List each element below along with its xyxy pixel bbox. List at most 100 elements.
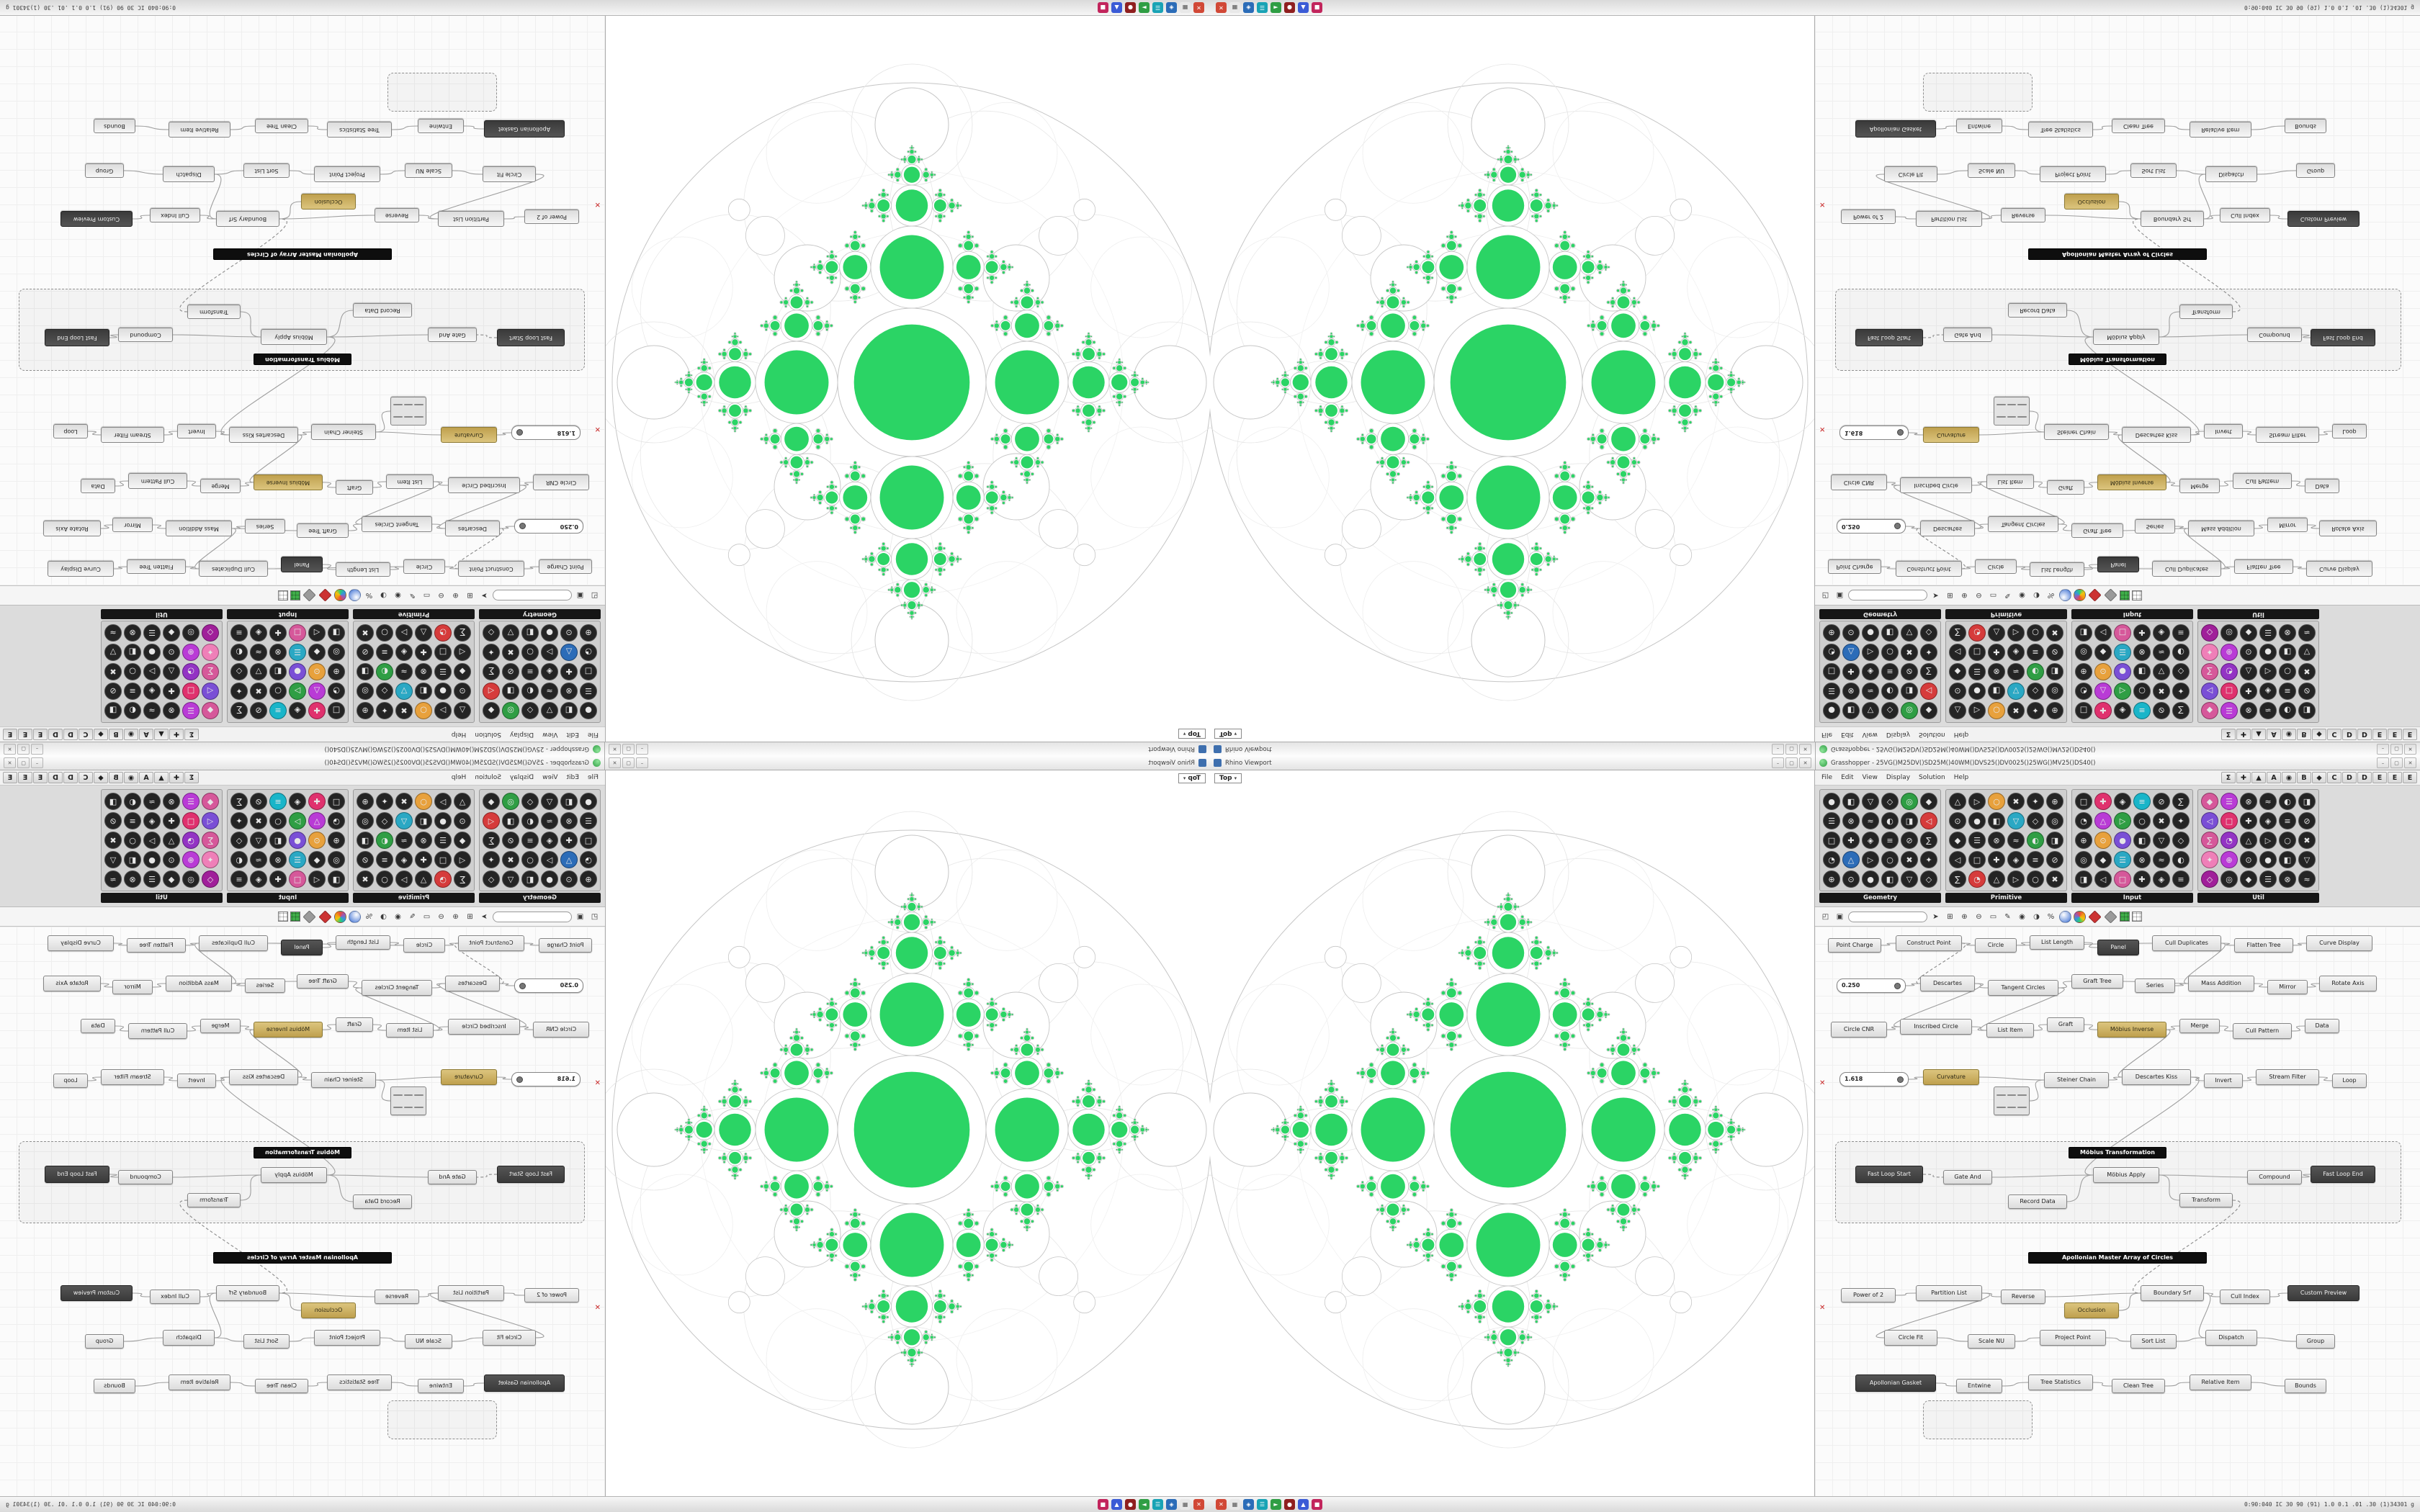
search-input[interactable] (493, 911, 572, 922)
component-icon[interactable]: ○ (124, 663, 141, 680)
component-icon[interactable]: ○ (415, 793, 432, 810)
gh-node[interactable]: Descartes (445, 976, 500, 991)
gh-node[interactable]: Sort List (2130, 1334, 2177, 1349)
gh-node[interactable]: Curve Display (2306, 561, 2372, 577)
component-icon[interactable]: ◨ (2046, 663, 2063, 680)
component-icon[interactable]: ◐ (230, 851, 248, 868)
canvas-grid-green-icon[interactable] (2120, 912, 2130, 922)
component-icon[interactable]: ◇ (202, 870, 219, 888)
menu-solution[interactable]: Solution (1919, 774, 1945, 781)
taskbar-app-green-icon[interactable]: ► (1270, 1499, 1281, 1510)
component-icon[interactable]: ● (1968, 812, 1986, 829)
component-icon[interactable]: □ (580, 663, 597, 680)
gh-node[interactable]: Apollonian Gasket (484, 1374, 565, 1392)
component-icon[interactable]: ≡ (376, 644, 393, 661)
component-icon[interactable]: ◈ (2259, 683, 2277, 700)
component-icon[interactable]: ▷ (541, 851, 558, 868)
gh-node[interactable]: Apollonian Gasket (1855, 120, 1936, 138)
component-icon[interactable]: ▽ (1901, 624, 1918, 642)
component-icon[interactable]: ✦ (230, 812, 248, 829)
gh-node[interactable]: Data (2305, 479, 2339, 493)
gh-node[interactable]: Compound (2247, 328, 2302, 342)
component-icon[interactable]: ✖ (357, 870, 374, 888)
component-icon[interactable]: ☰ (434, 832, 452, 849)
component-icon[interactable]: ⊕ (357, 793, 374, 810)
zoom-in-icon[interactable]: ⊕ (452, 912, 459, 921)
rendered-preview-icon[interactable] (2074, 589, 2086, 602)
component-icon[interactable]: ◧ (560, 793, 578, 810)
rendered-preview-icon[interactable] (334, 589, 346, 602)
component-icon[interactable]: ✖ (1901, 851, 1918, 868)
gh-node[interactable]: Point Charge (1828, 559, 1881, 574)
component-icon[interactable]: ⊗ (560, 812, 578, 829)
taskbar-app-indigo-icon[interactable]: ▲ (1298, 2, 1309, 13)
component-icon[interactable]: ▽ (250, 663, 267, 680)
gh-node[interactable]: Series (2135, 978, 2175, 993)
open-file-icon[interactable]: ◰ (1821, 591, 1829, 600)
component-icon[interactable]: ◨ (502, 812, 519, 829)
component-icon[interactable]: ✦ (2172, 683, 2190, 700)
component-icon[interactable]: ◁ (202, 812, 219, 829)
ribbon-tab[interactable]: E (2372, 772, 2387, 783)
component-icon[interactable]: ▷ (395, 624, 413, 642)
gh-node[interactable]: Fast Loop End (45, 329, 109, 346)
ribbon-tab[interactable]: ◆ (2312, 772, 2326, 783)
component-icon[interactable]: ◨ (104, 702, 122, 719)
taskbar-app-magenta-icon[interactable]: ■ (1098, 2, 1108, 13)
gh-node[interactable]: Inscribed Circle (448, 1019, 520, 1035)
gh-node[interactable] (390, 1086, 426, 1115)
gh-node[interactable]: Tangent Circles (362, 980, 432, 996)
component-icon[interactable]: ✖ (395, 793, 413, 810)
component-icon[interactable]: ◈ (2153, 870, 2170, 888)
gh-node[interactable]: Circle Fit (1884, 1330, 1937, 1346)
component-icon[interactable]: ⊗ (269, 644, 287, 661)
component-icon[interactable]: ✚ (560, 832, 578, 849)
component-icon[interactable]: ✦ (376, 793, 393, 810)
component-icon[interactable]: □ (434, 644, 452, 661)
gh-node[interactable]: Boundary Srf (216, 211, 279, 227)
component-icon[interactable]: ◐ (230, 644, 248, 661)
component-icon[interactable]: ◎ (2220, 870, 2238, 888)
component-icon[interactable]: ▷ (2259, 832, 2277, 849)
component-icon[interactable]: ⊗ (1988, 832, 2005, 849)
gh-node[interactable]: Möbius Apply (261, 329, 327, 345)
component-icon[interactable]: ◐ (2027, 663, 2044, 680)
component-icon[interactable]: ◆ (1949, 663, 1966, 680)
gh-node[interactable]: Fast Loop Start (1855, 1166, 1923, 1183)
open-file-icon[interactable]: ◰ (1821, 912, 1829, 921)
component-icon[interactable]: ◈ (143, 812, 161, 829)
ribbon-tab[interactable]: B (109, 772, 123, 783)
component-icon[interactable]: ⊗ (2279, 870, 2296, 888)
close-button[interactable]: ✕ (609, 744, 621, 755)
component-icon[interactable]: ✦ (202, 644, 219, 661)
taskbar-app-red-icon[interactable]: ✕ (1216, 1499, 1227, 1510)
component-icon[interactable]: ≡ (269, 702, 287, 719)
menu-solution[interactable]: Solution (475, 774, 501, 781)
component-icon[interactable]: ∑ (230, 702, 248, 719)
sketch-icon[interactable]: ✎ (2004, 912, 2011, 921)
component-icon[interactable]: ◇ (2172, 663, 2190, 680)
component-icon[interactable]: ▽ (2298, 644, 2316, 661)
component-icon[interactable]: ◆ (308, 851, 326, 868)
gh-node[interactable]: Reverse (375, 1290, 419, 1304)
gh-node[interactable]: Panel (281, 940, 323, 955)
component-icon[interactable]: ◁ (483, 683, 500, 700)
gh-node[interactable]: Point Charge (539, 938, 592, 953)
component-icon[interactable]: ◁ (202, 683, 219, 700)
component-icon[interactable]: ☰ (143, 870, 161, 888)
component-icon[interactable]: ∑ (2172, 702, 2190, 719)
maximize-button[interactable]: ▢ (17, 744, 30, 755)
component-icon[interactable]: ⊘ (2298, 812, 2316, 829)
gh-node[interactable]: Clean Tree (255, 1379, 308, 1393)
component-icon[interactable]: ◎ (1901, 702, 1918, 719)
gh-node[interactable]: Mirror (112, 980, 153, 994)
gh-node[interactable]: Group (2296, 1334, 2335, 1349)
ribbon-tab[interactable]: ◉ (124, 729, 138, 740)
component-icon[interactable]: ◧ (124, 644, 141, 661)
component-icon[interactable]: ▽ (250, 832, 267, 849)
component-icon[interactable]: ⊕ (2046, 702, 2063, 719)
gh-node[interactable]: Inscribed Circle (1900, 1019, 1972, 1035)
gh-node[interactable]: Project Point (2040, 1330, 2106, 1346)
taskbar-app-gray-icon[interactable]: ▦ (1180, 1499, 1191, 1510)
component-icon[interactable]: ◎ (1901, 793, 1918, 810)
